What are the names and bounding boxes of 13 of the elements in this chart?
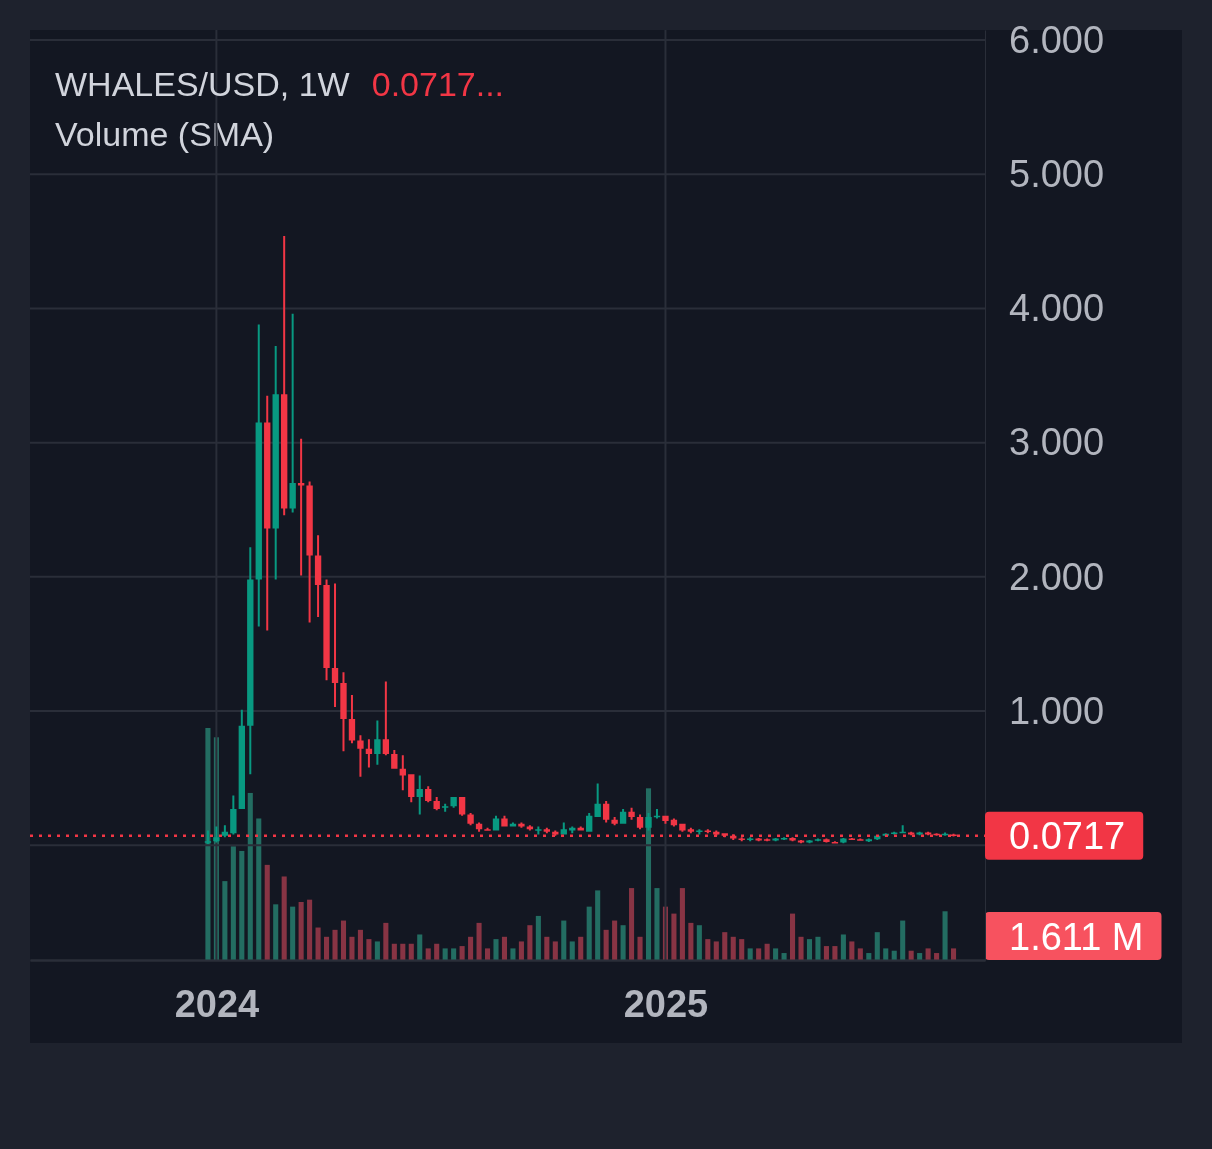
- x-tick-label: 2025: [623, 982, 709, 1025]
- y-tick-label: 4.000: [1009, 287, 1105, 330]
- ref-line-label: 0.0717: [1009, 815, 1126, 858]
- annotation: 0.0717...: [371, 65, 505, 103]
- annotation: 1.611 M: [1009, 915, 1144, 958]
- y-tick-label: 1.000: [1009, 689, 1105, 732]
- y-tick-label: 5.000: [1009, 152, 1105, 195]
- text: WHALES/USD, 1W: [55, 65, 350, 103]
- y-tick-label: 6.000: [1009, 18, 1105, 61]
- x-tick-label: 2024: [174, 982, 260, 1025]
- y-tick-label: 2.000: [1009, 555, 1105, 598]
- chart-title: Volume (SMA): [55, 115, 275, 153]
- y-tick-label: 3.000: [1009, 421, 1105, 464]
